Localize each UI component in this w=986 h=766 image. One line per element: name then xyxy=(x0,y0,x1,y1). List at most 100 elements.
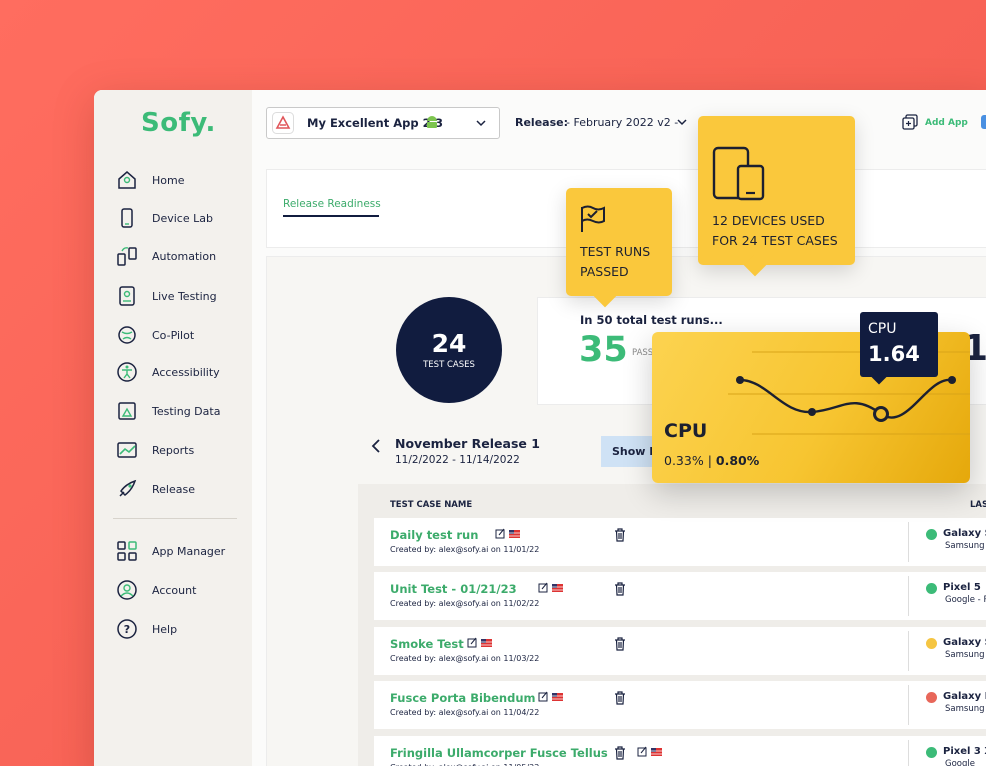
created-by: Created by: alex@sofy.ai on 11/02/22 xyxy=(390,599,540,608)
chevron xyxy=(677,119,687,126)
test-name[interactable]: Unit Test - 01/21/23 xyxy=(390,582,517,596)
nav-item[interactable]: App Manager xyxy=(116,539,246,563)
svg-text:?: ? xyxy=(124,623,130,636)
nav-icon xyxy=(117,362,137,382)
test-name[interactable]: Fusce Porta Bibendum xyxy=(390,691,536,705)
app-selector[interactable]: My Excellent App 2.3 xyxy=(266,107,500,139)
test-name[interactable]: Fringilla Ullamcorper Fusce Tellus xyxy=(390,746,608,760)
nav-item[interactable]: Co-Pilot xyxy=(116,323,246,347)
cpu-low: 0.33% xyxy=(664,453,704,468)
divider xyxy=(908,522,909,562)
edit-flag-icons xyxy=(495,528,521,542)
count-label: TEST CASES xyxy=(423,360,475,370)
device-name: Pixel 3 XL xyxy=(943,746,986,757)
tab[interactable]: Release Readiness xyxy=(283,198,381,210)
cpu-range: 0.33% | 0.80% xyxy=(664,453,760,468)
nav-label: Home xyxy=(152,173,185,187)
created-by: Created by: alex@sofy.ai on 11/05/22 xyxy=(390,763,539,766)
created-by: Created by: alex@sofy.ai on 11/01/22 xyxy=(390,545,540,554)
back-arrow[interactable] xyxy=(370,438,382,454)
nav-label: Accessibility xyxy=(152,365,220,379)
devices-icon xyxy=(712,146,765,201)
callout: 12 DEVICES USED FOR 24 TEST CASES xyxy=(698,116,855,277)
nav-label: Testing Data xyxy=(152,404,221,418)
logo[interactable]: Sofy. xyxy=(141,108,216,138)
nav-item[interactable]: Automation xyxy=(116,244,246,268)
trash xyxy=(615,746,625,760)
trash xyxy=(615,691,625,705)
nav-icon xyxy=(118,326,136,344)
edit-flag xyxy=(467,637,492,648)
table-row: Daily test run Created by: alex@sofy.ai o… xyxy=(374,518,986,566)
nav-label: Live Testing xyxy=(152,289,217,303)
app-name: My Excellent App 2.3 xyxy=(307,116,443,130)
nav-icon xyxy=(117,247,137,266)
chevron xyxy=(476,120,486,127)
tab-underline xyxy=(283,215,379,217)
trash xyxy=(615,582,625,596)
created-by: Created by: alex@sofy.ai on 11/04/22 xyxy=(390,708,540,717)
nav-icon xyxy=(117,442,137,458)
nav-icon xyxy=(121,208,133,228)
add-app[interactable]: Add App xyxy=(925,118,968,128)
delete-icon[interactable] xyxy=(614,636,626,655)
test-name[interactable]: Daily test run xyxy=(390,528,479,542)
device-name: Galaxy S21 xyxy=(943,637,986,648)
nav-label: Release xyxy=(152,482,195,496)
nav-item[interactable]: Home xyxy=(116,168,246,192)
table-header: TEST CASE NAME xyxy=(390,500,473,510)
add-app-icon xyxy=(902,114,918,130)
device-maker: Samsung xyxy=(945,650,985,660)
release-name: November Release 1 xyxy=(395,436,540,451)
nav-item[interactable]: Device Lab xyxy=(116,206,246,230)
edit-flag-icons xyxy=(637,746,663,760)
callout-text: FOR 24 TEST CASES xyxy=(712,233,838,248)
nav-item[interactable]: Release xyxy=(116,477,246,501)
nav-item[interactable]: Reports xyxy=(116,438,246,462)
nav-item[interactable]: Testing Data xyxy=(116,399,246,423)
nav-item[interactable]: Account xyxy=(116,578,246,602)
callout: TEST RUNS PASSED xyxy=(566,188,672,308)
divider xyxy=(908,631,909,671)
divider xyxy=(908,685,909,725)
status-dot xyxy=(926,529,937,540)
nav-icon xyxy=(119,479,137,497)
passed-label: PASSED xyxy=(632,348,666,358)
tooltip-value: 1.64 xyxy=(868,342,920,366)
table-row: Fringilla Ullamcorper Fusce Tellus Create… xyxy=(374,736,986,766)
callout-text: TEST RUNS xyxy=(580,244,651,259)
nav-icon xyxy=(119,286,135,306)
button[interactable] xyxy=(981,115,986,129)
table-header: LAST RUN xyxy=(970,500,986,510)
edit-flag xyxy=(538,582,563,593)
release-dates: 11/2/2022 - 11/14/2022 xyxy=(395,454,520,466)
release-select[interactable]: - February 2022 v2 - xyxy=(566,116,679,129)
edit-flag xyxy=(538,691,563,702)
delete-icon[interactable] xyxy=(614,527,626,546)
nav-label: Co-Pilot xyxy=(152,328,195,342)
nav-label: App Manager xyxy=(152,544,226,558)
test-name[interactable]: Smoke Test xyxy=(390,637,464,651)
nav-item[interactable]: ? Help xyxy=(116,617,246,641)
device-maker: Samsung xyxy=(945,704,985,714)
cpu-sparkline xyxy=(728,351,970,435)
nav-item[interactable]: Accessibility xyxy=(116,360,246,384)
runs-text: In 50 total test runs... xyxy=(580,313,723,327)
nav-label: Automation xyxy=(152,249,217,263)
delete-icon[interactable] xyxy=(614,745,626,764)
app-icon xyxy=(272,112,294,134)
nav-icon xyxy=(118,402,136,420)
cpu-high: 0.80% xyxy=(715,453,760,468)
tooltip-label: CPU xyxy=(868,321,897,337)
delete-icon[interactable] xyxy=(614,581,626,600)
trash xyxy=(615,637,625,651)
device-maker: Google xyxy=(945,759,975,766)
nav-item[interactable]: Live Testing xyxy=(116,284,246,308)
edit-flag-icons xyxy=(467,637,493,651)
created-by: Created by: alex@sofy.ai on 11/03/22 xyxy=(390,654,540,663)
nav-icon xyxy=(117,541,137,561)
nav-icon xyxy=(118,171,136,189)
delete-icon[interactable] xyxy=(614,690,626,709)
